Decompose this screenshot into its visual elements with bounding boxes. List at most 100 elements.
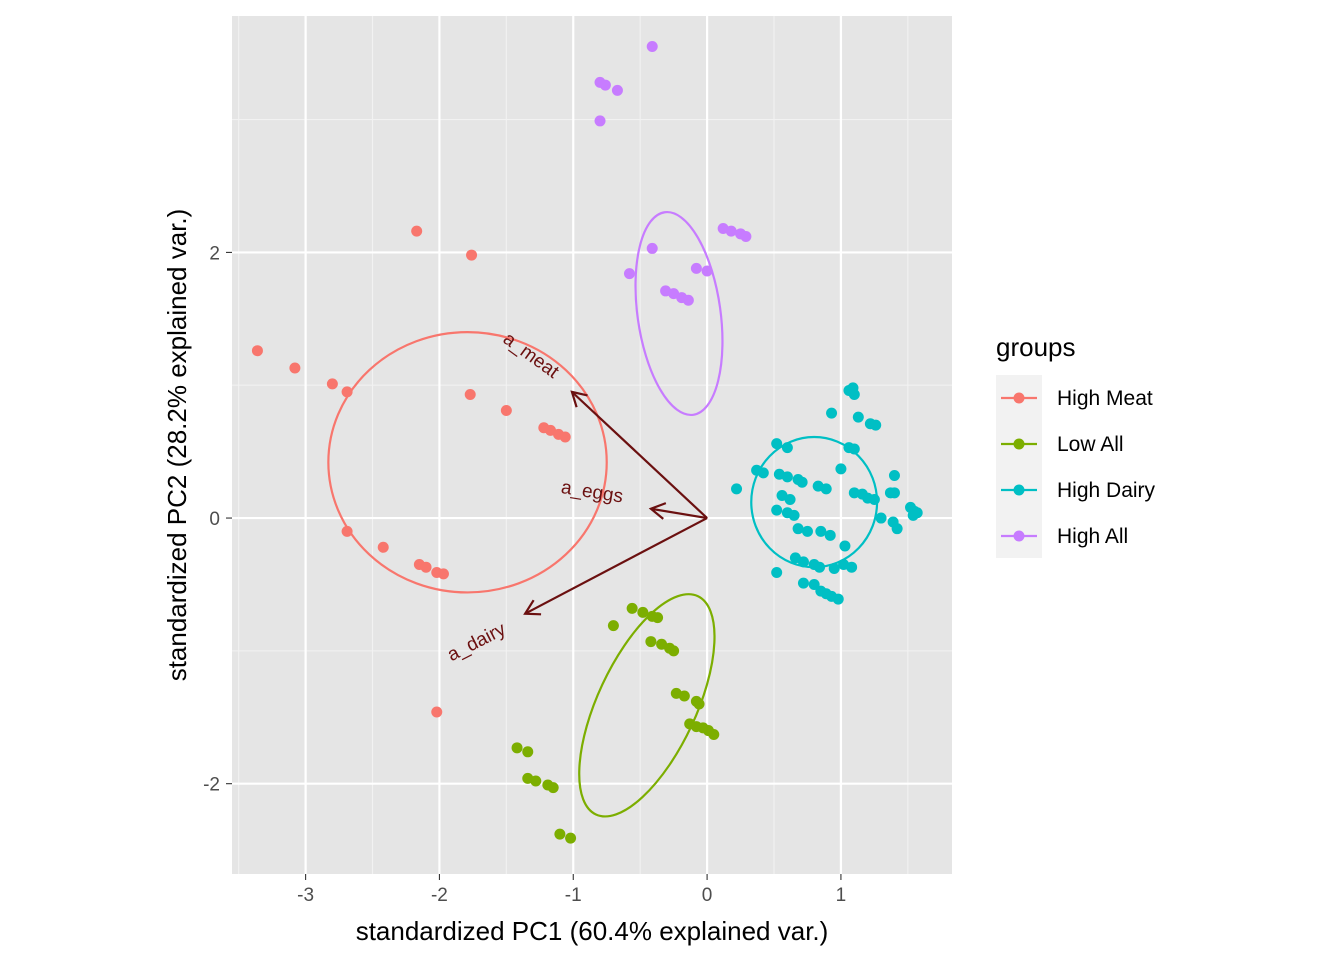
arrowhead-a_eggs — [648, 502, 667, 520]
legend-key-background — [996, 375, 1042, 558]
x-tick-label: 1 — [836, 885, 847, 906]
point-low-all — [645, 636, 657, 648]
point-high-all — [646, 242, 658, 254]
point-high-all — [690, 262, 702, 274]
point-high-dairy — [848, 389, 860, 401]
point-high-all — [682, 294, 694, 306]
point-high-dairy — [828, 563, 840, 575]
x-tick-label: 0 — [702, 885, 713, 906]
legend-key-point-high-all — [1013, 530, 1025, 542]
point-high-meat — [326, 378, 338, 390]
point-high-dairy — [884, 487, 896, 499]
y-axis-ticks: -2 0 2 — [203, 243, 232, 796]
major-grid — [232, 16, 952, 874]
point-high-dairy — [788, 509, 800, 521]
point-high-dairy — [835, 463, 847, 475]
legend-label-high-all: High All — [1057, 525, 1128, 548]
point-high-dairy — [781, 471, 793, 483]
point-low-all — [554, 828, 566, 840]
point-high-meat — [437, 568, 449, 580]
point-high-all — [611, 84, 623, 96]
point-high-meat — [411, 225, 423, 237]
point-low-all — [522, 746, 534, 758]
point-high-all — [701, 265, 713, 277]
point-high-meat — [341, 386, 353, 398]
point-high-dairy — [808, 578, 820, 590]
plot-panel-background — [232, 16, 952, 874]
point-low-all — [511, 742, 523, 754]
legend-label-high-dairy: High Dairy — [1057, 479, 1156, 502]
point-high-meat — [431, 706, 443, 718]
point-high-dairy — [826, 407, 838, 419]
point-high-dairy — [731, 483, 743, 495]
point-high-dairy — [797, 556, 809, 568]
point-high-all — [646, 41, 658, 53]
arrowhead-a_meat — [570, 390, 588, 408]
point-high-dairy — [846, 561, 858, 573]
x-axis-ticks: -3 -2 -1 0 1 — [297, 874, 846, 906]
legend-title: groups — [996, 332, 1076, 362]
point-high-dairy — [870, 419, 882, 431]
point-low-all — [693, 698, 705, 710]
point-high-meat — [251, 345, 263, 357]
y-axis-title: standardized PC2 (28.2% explained var.) — [162, 209, 192, 682]
point-high-dairy — [907, 509, 919, 521]
point-low-all — [668, 645, 680, 657]
point-high-meat — [500, 404, 512, 416]
ellipse-high-meat — [327, 331, 608, 594]
point-high-dairy — [771, 504, 783, 516]
x-tick-label: -3 — [297, 885, 314, 906]
minor-grid — [232, 16, 952, 874]
point-high-all — [740, 230, 752, 242]
point-high-dairy — [792, 523, 804, 535]
point-high-all — [623, 268, 635, 280]
x-tick-label: -2 — [431, 885, 448, 906]
legend-label-high-meat: High Meat — [1057, 387, 1153, 410]
arrow-a_dairy — [524, 517, 708, 615]
point-high-dairy — [771, 438, 783, 450]
point-high-meat — [559, 431, 571, 443]
point-high-meat — [464, 389, 476, 401]
point-low-all — [678, 690, 690, 702]
legend-label-low-all: Low All — [1057, 433, 1124, 456]
point-high-dairy — [796, 476, 808, 488]
point-high-meat — [289, 362, 301, 374]
point-low-all — [547, 782, 559, 794]
point-high-all — [725, 225, 737, 237]
point-low-all — [637, 606, 649, 618]
x-axis-title: standardized PC1 (60.4% explained var.) — [356, 916, 829, 946]
point-low-all — [530, 775, 542, 787]
point-high-dairy — [868, 493, 880, 505]
arrowhead-a_dairy — [523, 599, 542, 616]
point-high-meat — [466, 249, 478, 261]
point-high-dairy — [824, 529, 836, 541]
point-high-dairy — [839, 540, 851, 552]
point-high-dairy — [888, 470, 900, 482]
point-high-dairy — [815, 525, 827, 537]
point-high-dairy — [757, 467, 769, 479]
y-tick-label: 2 — [209, 243, 220, 264]
ellipse-high-all — [634, 210, 724, 417]
point-high-meat — [341, 525, 353, 537]
point-low-all — [565, 832, 577, 844]
point-high-meat — [420, 561, 432, 573]
x-tick-label: -1 — [565, 885, 582, 906]
point-high-all — [599, 79, 611, 91]
point-low-all — [626, 602, 638, 614]
point-low-all — [708, 729, 720, 741]
point-high-dairy — [781, 442, 793, 454]
point-high-all — [594, 115, 606, 127]
point-low-all — [652, 612, 664, 624]
y-tick-label: 0 — [209, 509, 220, 530]
arrow-a_eggs — [650, 507, 708, 520]
point-high-dairy — [797, 577, 809, 589]
point-low-all — [607, 620, 619, 632]
point-high-dairy — [784, 493, 796, 505]
point-high-dairy — [771, 567, 783, 579]
point-high-dairy — [875, 512, 887, 524]
arrow-a_meat — [571, 391, 708, 519]
data-points — [251, 41, 923, 844]
point-high-dairy — [852, 411, 864, 423]
legend-key-point-high-dairy — [1013, 484, 1025, 496]
point-high-dairy — [832, 593, 844, 605]
